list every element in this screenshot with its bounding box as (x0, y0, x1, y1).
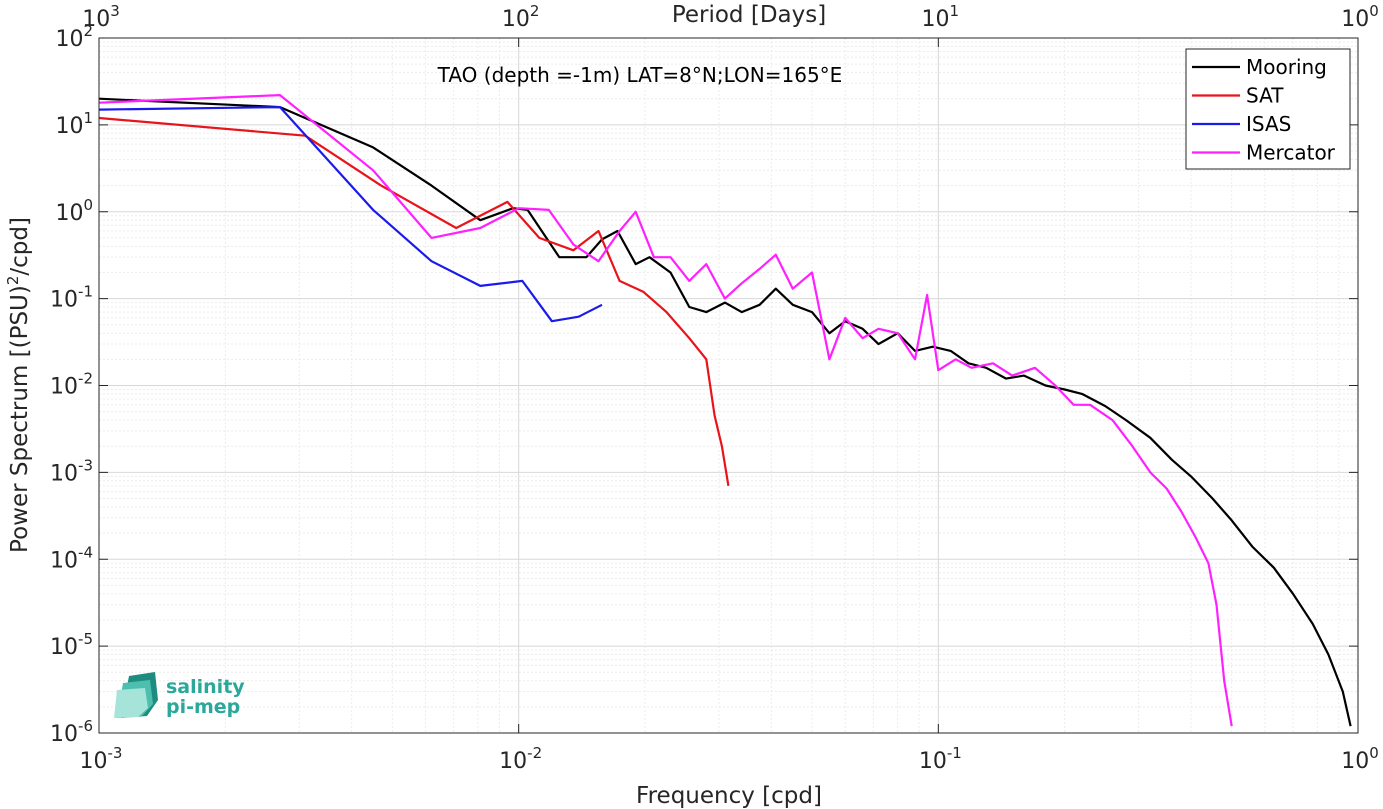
series-line-sat (98, 116, 730, 486)
logo-text-salinity: salinity (166, 676, 245, 698)
legend-label-mercator: Mercator (1246, 141, 1336, 165)
top-axis-title: Period [Days] (672, 2, 826, 28)
x-tick-label: 100 (1341, 744, 1379, 774)
legend-box (1185, 48, 1351, 170)
x-tick-label: 10-2 (499, 744, 542, 774)
series-line-mooring (98, 97, 1352, 727)
legend: Mooring SAT ISAS Mercator (1185, 48, 1351, 170)
y-tick-label: 102 (55, 22, 93, 52)
y-axis-title-tail: /cpd] (7, 217, 33, 276)
grid (98, 38, 1358, 734)
x-axis-title: Frequency [cpd] (636, 783, 822, 809)
top-tick-label: 103 (82, 2, 120, 32)
y-axis-title-main: Power Spectrum [(PSU) (7, 285, 33, 553)
y-tick-label: 10-6 (50, 717, 93, 747)
salinity-pi-mep-logo: salinity pi-mep (114, 672, 245, 718)
series-line-isas (98, 105, 603, 323)
series-line-mercator (98, 93, 1233, 727)
y-axis-title-sup: 2 (4, 276, 22, 286)
legend-label-sat: SAT (1246, 84, 1284, 108)
y-tick-label: 10-4 (50, 543, 93, 573)
y-tick-label: 100 (55, 196, 93, 226)
logo-text-pi-mep: pi-mep (166, 696, 240, 718)
y-tick-label: 101 (55, 109, 93, 139)
chart-title: TAO (depth =-1m) LAT=8°N;LON=165°E (437, 63, 843, 87)
legend-label-isas: ISAS (1246, 112, 1291, 136)
x-tick-label: 10-1 (919, 744, 962, 774)
series-lines (98, 93, 1352, 727)
y-axis-title: Power Spectrum [(PSU)2/cpd] (4, 217, 33, 553)
top-tick-label: 102 (502, 2, 540, 32)
y-tick-label: 10-3 (50, 456, 93, 486)
top-tick-label: 101 (922, 2, 960, 32)
logo-mark-front (114, 688, 148, 718)
top-tick-label: 100 (1341, 2, 1379, 32)
x-tick-label: 10-3 (80, 744, 123, 774)
y-tick-label: 10-1 (50, 283, 93, 313)
y-tick-label: 10-5 (50, 630, 93, 660)
legend-label-mooring: Mooring (1246, 55, 1327, 79)
y-tick-label: 10-2 (50, 370, 93, 400)
